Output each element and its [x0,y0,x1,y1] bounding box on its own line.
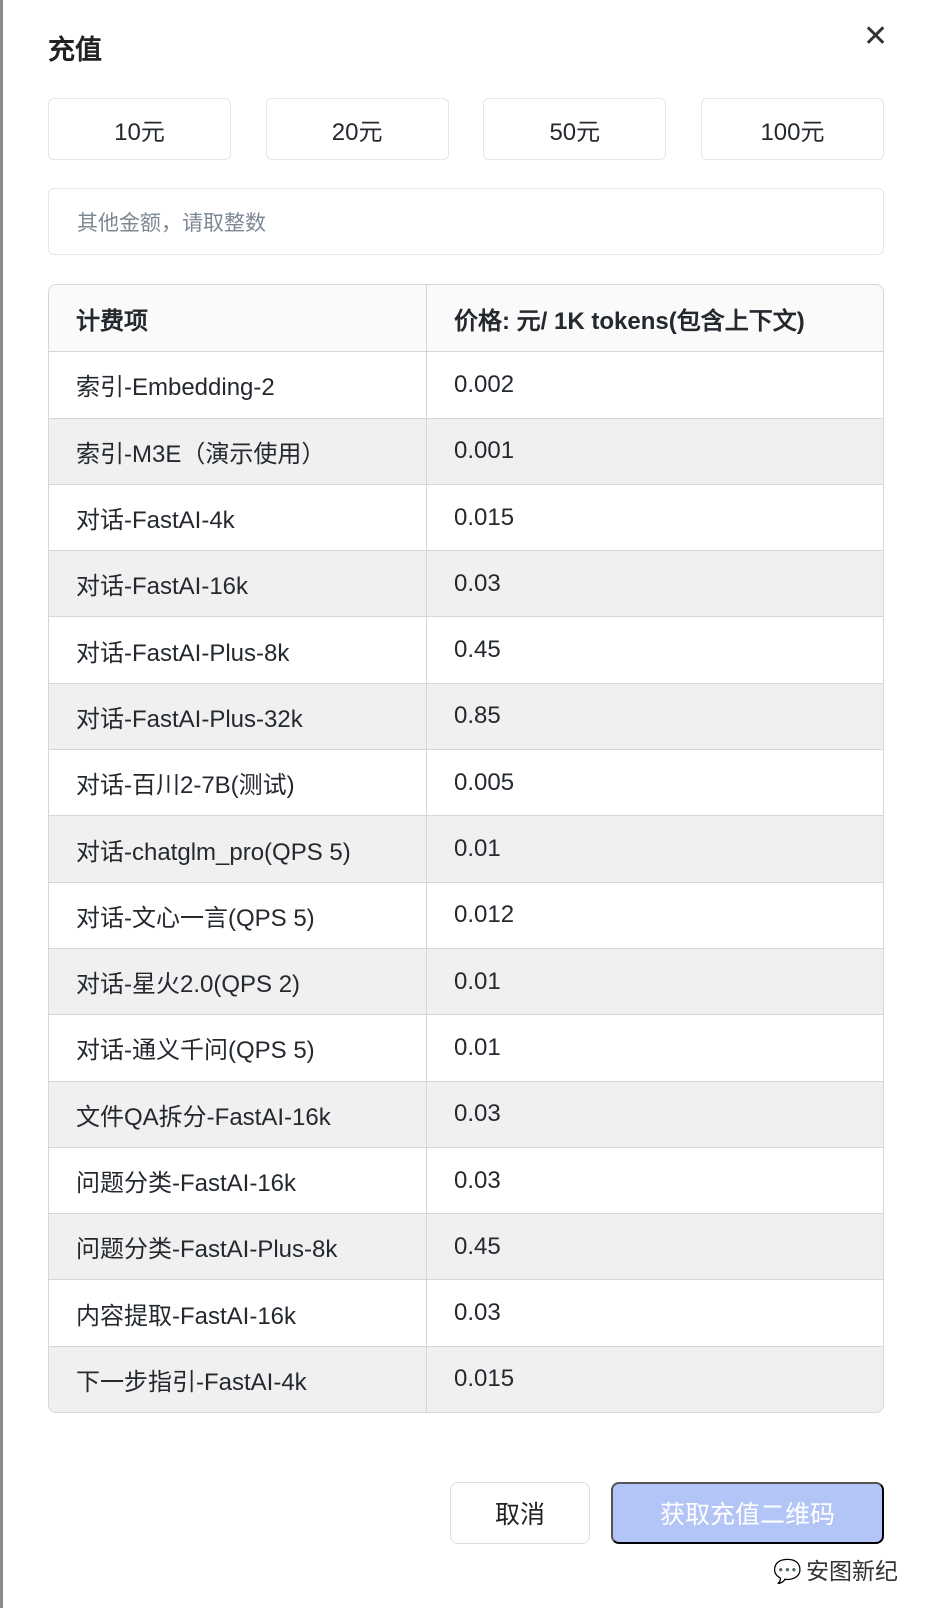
item-cell: 问题分类-FastAI-16k [49,1147,427,1214]
amount-options: 10元 20元 50元 100元 [48,98,884,160]
item-cell: 对话-FastAI-16k [49,551,427,617]
dialog-title: 充值 [48,35,102,66]
price-cell: 0.015 [454,503,515,531]
table-row: 下一步指引-FastAI-4k 0.015 [49,1345,883,1413]
table-header: 计费项 价格: 元/ 1K tokens(包含上下文) [49,285,883,352]
item-cell: 对话-星火2.0(QPS 2) [49,948,427,1015]
item-cell: 问题分类-FastAI-Plus-8k [49,1214,427,1280]
table-row: 对话-FastAI-4k 0.015 [49,483,883,551]
price-cell: 0.012 [454,901,515,929]
amount-10-button[interactable]: 10元 [48,98,231,160]
get-qrcode-button[interactable]: 获取充值二维码 [611,1482,884,1544]
price-cell: 0.45 [454,1232,501,1260]
price-cell: 0.001 [454,437,515,465]
item-cell: 对话-chatglm_pro(QPS 5) [49,816,427,882]
item-cell: 对话-百川2-7B(测试) [49,750,427,816]
cancel-button[interactable]: 取消 [450,1482,590,1544]
table-row: 对话-chatglm_pro(QPS 5) 0.01 [49,815,883,882]
price-cell: 0.01 [454,967,501,995]
table-row: 索引-Embedding-2 0.002 [49,351,883,418]
amount-50-button[interactable]: 50元 [483,98,667,160]
amount-100-button[interactable]: 100元 [700,98,884,160]
table-row: 对话-通义千问(QPS 5) 0.01 [49,1014,883,1081]
price-cell: 0.01 [454,1033,501,1061]
price-cell: 0.002 [454,370,515,398]
price-cell: 0.85 [454,702,501,730]
price-cell: 0.03 [454,1100,501,1128]
price-cell: 0.015 [454,1365,515,1393]
item-cell: 文件QA拆分-FastAI-16k [49,1081,427,1147]
item-cell: 内容提取-FastAI-16k [49,1280,427,1346]
price-cell: 0.01 [454,835,501,863]
custom-amount-input[interactable]: 其他金额，请取整数 [48,188,884,255]
watermark: 💬 安图新纪 [773,1554,898,1590]
item-cell: 对话-通义千问(QPS 5) [49,1015,427,1081]
wechat-icon: 💬 [773,1559,802,1585]
item-cell: 索引-Embedding-2 [49,352,427,418]
price-cell: 0.03 [454,569,501,597]
item-cell: 对话-文心一言(QPS 5) [49,882,427,948]
price-cell: 0.03 [454,1299,501,1327]
table-row: 对话-文心一言(QPS 5) 0.012 [49,881,883,948]
pricing-table: 计费项 价格: 元/ 1K tokens(包含上下文) 索引-Embedding… [48,284,884,1414]
watermark-text: 安图新纪 [806,1559,898,1585]
close-icon[interactable]: ✕ [863,19,889,54]
price-cell: 0.03 [454,1166,501,1194]
table-row: 对话-FastAI-Plus-8k 0.45 [49,616,883,683]
table-row: 对话-FastAI-16k 0.03 [49,550,883,617]
table-row: 问题分类-FastAI-Plus-8k 0.45 [49,1213,883,1280]
table-row: 对话-百川2-7B(测试) 0.005 [49,749,883,816]
table-row: 内容提取-FastAI-16k 0.03 [49,1279,883,1346]
table-row: 对话-星火2.0(QPS 2) 0.01 [49,947,883,1015]
item-cell: 对话-FastAI-Plus-8k [49,617,427,683]
table-row: 索引-M3E（演示使用） 0.001 [49,417,883,484]
table-row: 对话-FastAI-Plus-32k 0.85 [49,682,883,750]
item-cell: 对话-FastAI-Plus-32k [49,683,427,750]
price-cell: 0.45 [454,636,501,664]
header-price: 价格: 元/ 1K tokens(包含上下文) [454,307,805,335]
table-row: 问题分类-FastAI-16k 0.03 [49,1146,883,1214]
table-row: 文件QA拆分-FastAI-16k 0.03 [49,1080,883,1147]
price-cell: 0.005 [454,768,515,796]
item-cell: 索引-M3E（演示使用） [49,418,427,484]
amount-20-button[interactable]: 20元 [265,98,449,160]
item-cell: 下一步指引-FastAI-4k [49,1346,427,1413]
header-item: 计费项 [49,285,427,352]
item-cell: 对话-FastAI-4k [49,484,427,551]
